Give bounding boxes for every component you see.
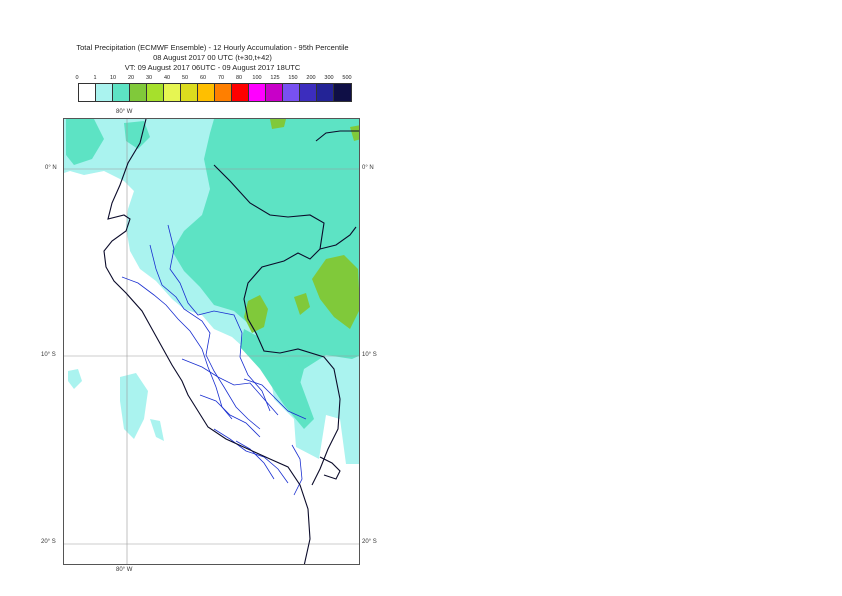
legend-swatch xyxy=(147,84,164,101)
legend-color-bar xyxy=(78,83,352,102)
precip-medium-field xyxy=(66,119,359,429)
legend-label: 10 xyxy=(109,75,117,81)
legend-swatch xyxy=(300,84,317,101)
legend-swatch xyxy=(249,84,266,101)
lon-label-top: 80° W xyxy=(116,109,133,115)
legend-label: 60 xyxy=(199,75,207,81)
lat-label-left: 0° N xyxy=(45,165,57,171)
legend-swatch xyxy=(181,84,198,101)
lat-label-right: 0° N xyxy=(362,165,374,171)
legend-label: 20 xyxy=(127,75,135,81)
legend-label: 70 xyxy=(217,75,225,81)
lon-label-bottom: 80° W xyxy=(116,567,133,573)
graticule xyxy=(64,119,359,564)
legend-swatch xyxy=(215,84,232,101)
coastline-and-borders xyxy=(103,119,359,564)
legend-swatch xyxy=(164,84,181,101)
legend-label: 500 xyxy=(342,75,352,81)
legend-swatch xyxy=(283,84,300,101)
map-valid-time: VT: 09 August 2017 06UTC - 09 August 201… xyxy=(124,63,301,72)
legend-label: 200 xyxy=(306,75,316,81)
precipitation-map[interactable] xyxy=(63,118,360,565)
legend-label: 80 xyxy=(235,75,243,81)
legend-label: 40 xyxy=(163,75,171,81)
legend-label: 300 xyxy=(324,75,334,81)
legend-swatch xyxy=(96,84,113,101)
lat-label-right: 20° S xyxy=(362,539,377,545)
legend-swatch xyxy=(232,84,249,101)
legend-label: 30 xyxy=(145,75,153,81)
legend-swatch xyxy=(266,84,283,101)
map-run-date: 08 August 2017 00 UTC (t+30,t+42) xyxy=(153,53,272,62)
map-svg xyxy=(64,119,359,564)
lat-label-right: 10° S xyxy=(362,352,377,358)
legend-swatch xyxy=(113,84,130,101)
lat-label-left: 10° S xyxy=(41,352,56,358)
lat-label-left: 20° S xyxy=(41,539,56,545)
legend-swatch xyxy=(334,84,351,101)
legend-label: 0 xyxy=(75,75,79,81)
map-title: Total Precipitation (ECMWF Ensemble) - 1… xyxy=(76,43,349,52)
legend-labels: 0 1 10 20 30 40 50 60 70 80 100 125 150 … xyxy=(70,75,360,83)
legend-label: 125 xyxy=(270,75,280,81)
legend-swatch xyxy=(79,84,96,101)
legend-label: 1 xyxy=(93,75,97,81)
legend-label: 100 xyxy=(252,75,262,81)
precip-heavy-field xyxy=(244,119,359,333)
legend-swatch xyxy=(317,84,334,101)
legend-label: 150 xyxy=(288,75,298,81)
region-boundaries xyxy=(121,224,307,496)
legend-swatch xyxy=(198,84,215,101)
legend-label: 50 xyxy=(181,75,189,81)
legend-swatch xyxy=(130,84,147,101)
